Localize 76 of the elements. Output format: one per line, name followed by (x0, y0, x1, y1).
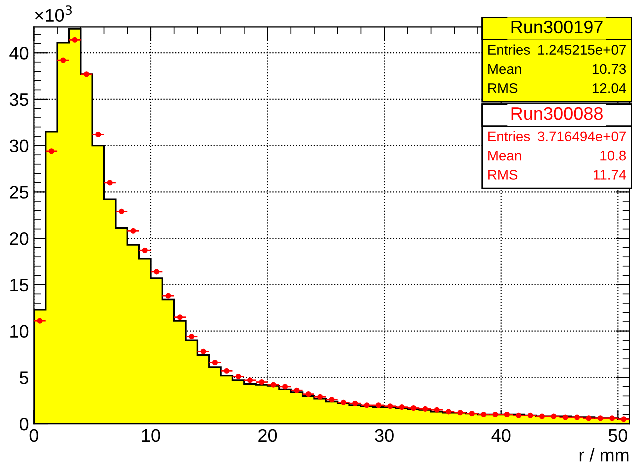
point (422, 406, 428, 412)
annotation: Entries 3.716494e+07 (488, 131, 626, 142)
text: Mean 10.73 (488, 64, 626, 74)
point (516, 412, 522, 418)
point (306, 392, 312, 398)
y-axis-title: ×10$^{3}$ (35, 6, 72, 22)
point (434, 407, 440, 413)
point (352, 400, 358, 406)
point (236, 374, 242, 380)
y-tick-label: 5 (20, 372, 29, 384)
point (399, 404, 405, 410)
point (376, 402, 382, 408)
point (621, 416, 627, 422)
point (37, 318, 43, 324)
point (586, 416, 592, 422)
y-tick-label: 25 (10, 186, 29, 199)
point (551, 414, 557, 420)
point (107, 180, 113, 186)
x-tick-label: 30 (375, 429, 394, 442)
point (130, 228, 136, 234)
point (446, 409, 452, 415)
x-axis-title: r / mm (580, 448, 629, 462)
point (48, 148, 54, 154)
point (200, 348, 206, 354)
point (270, 382, 276, 388)
point (539, 414, 546, 420)
point (364, 402, 370, 408)
point (72, 37, 78, 43)
point (492, 412, 498, 418)
point (166, 293, 172, 299)
point (458, 410, 464, 416)
point (212, 360, 218, 366)
text: Run300088 (512, 107, 603, 120)
point (224, 368, 230, 374)
annotation: Entries 1.245215e+07 (488, 44, 626, 55)
point (598, 416, 604, 422)
x-tick-label: 40 (492, 429, 511, 442)
text: Mean 10.8 (488, 150, 626, 161)
text: RMS 12.04 (488, 84, 626, 94)
x-tick-label: 50 (608, 429, 628, 442)
point (142, 248, 148, 254)
point (96, 132, 102, 138)
point (574, 414, 580, 420)
x-tick-label: 10 (142, 429, 160, 442)
point (340, 400, 346, 406)
point (154, 269, 160, 275)
point (318, 394, 324, 400)
x-tick-label: 0 (30, 429, 38, 442)
point (189, 334, 195, 340)
x-tick-label: 20 (258, 429, 278, 442)
point (528, 412, 534, 418)
point (60, 58, 66, 64)
point (410, 405, 417, 412)
point (177, 314, 183, 320)
y-tick-label: 0 (20, 418, 29, 431)
point (481, 412, 487, 418)
point (282, 384, 288, 390)
y-tick-label: 40 (10, 47, 29, 60)
y-tick-label: 15 (10, 279, 29, 292)
point (610, 416, 616, 422)
point (469, 411, 475, 417)
y-tick-label: 35 (10, 93, 29, 106)
y-tick-label: 30 (10, 140, 29, 153)
point (504, 412, 510, 418)
text: RMS 11.74 (488, 170, 626, 180)
y-tick-label: 20 (10, 232, 29, 246)
point (119, 208, 125, 214)
point (84, 72, 90, 78)
point (294, 388, 300, 394)
point (562, 414, 568, 420)
point (388, 404, 394, 410)
text: Run300197 (512, 20, 603, 34)
y-tick-label: 10 (10, 325, 29, 338)
point (259, 380, 265, 386)
point (329, 397, 335, 403)
point (247, 378, 254, 384)
